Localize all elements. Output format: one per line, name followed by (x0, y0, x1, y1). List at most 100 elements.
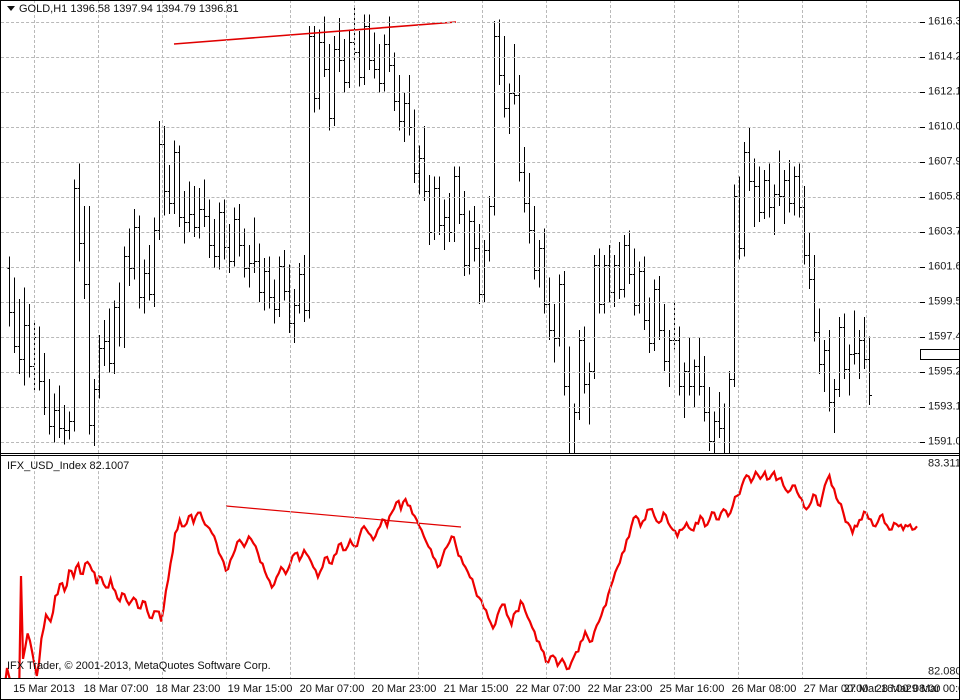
symbol-header-text: GOLD,H1 1396.58 1397.94 1394.79 1396.81 (19, 3, 239, 15)
time-axis-label: 22 Mar 23:00 (587, 683, 653, 695)
grid-line-vertical (610, 0, 611, 453)
symbol-header: GOLD,H1 1396.58 1397.94 1394.79 1396.81 (7, 3, 239, 15)
grid-line-vertical (34, 0, 35, 453)
indicator-panel[interactable]: 83.3114 82.0806 IFX_USD_Index 82.1007 (0, 456, 960, 700)
price-tick-label: 1605.80 (928, 190, 960, 203)
price-tick-mark (920, 267, 925, 268)
time-axis-label: 27 Mar 16:00 (843, 683, 909, 695)
grid-line-vertical (226, 456, 227, 700)
price-tick-mark (920, 92, 925, 93)
time-axis[interactable]: 15 Mar 2013 18 Mar 07:00 18 Mar 23:00 19 Ma… (0, 678, 960, 700)
price-tick-label: 1610.05 (928, 120, 960, 133)
time-axis-label: 18 Mar 07:00 (83, 683, 149, 695)
time-axis-label: 19 Mar 15:00 (227, 683, 293, 695)
grid-line-vertical (482, 0, 483, 453)
price-tick-label: 1612.15 (928, 85, 960, 98)
grid-line-vertical (866, 456, 867, 700)
price-tick-mark (920, 232, 925, 233)
price-tick-mark (920, 57, 925, 58)
price-tick-label: 1599.50 (928, 295, 960, 308)
time-axis-label: 25 Mar 16:00 (659, 683, 725, 695)
panel-divider-bottom (0, 455, 960, 456)
time-axis-label: 29 Mar 00:00 (905, 683, 960, 695)
indicator-plot-area[interactable] (1, 456, 920, 700)
time-axis-label: 28 Mar 08:00 (875, 683, 941, 695)
price-tick-mark (920, 442, 925, 443)
price-tick-label: 1603.70 (928, 225, 960, 238)
price-tick-label: 1593.15 (928, 400, 960, 413)
grid-line-vertical (738, 456, 739, 700)
grid-line-horizontal (1, 197, 920, 198)
grid-line-vertical (354, 456, 355, 700)
price-tick-label: 1595.25 (928, 365, 960, 378)
price-scale[interactable]: 1616.35 1614.25 1612.15 1610.05 1607.90 1605.… (920, 0, 960, 453)
grid-line-vertical (418, 456, 419, 700)
grid-line-vertical (546, 0, 547, 453)
price-tick-mark (920, 127, 925, 128)
grid-line-horizontal (1, 162, 920, 163)
time-axis-label: 15 Mar 2013 (13, 683, 75, 695)
grid-line-vertical (802, 0, 803, 453)
grid-line-horizontal (1, 267, 920, 268)
price-tick-mark (920, 162, 925, 163)
indicator-tick-label: 83.3114 (928, 457, 960, 470)
time-axis-label: 18 Mar 23:00 (155, 683, 221, 695)
price-tick-label: 1597.40 (928, 330, 960, 343)
price-chart-svg (7, 4, 872, 453)
price-tick-label: 1601.60 (928, 260, 960, 273)
grid-line-horizontal (1, 232, 920, 233)
grid-line-horizontal (1, 302, 920, 303)
copyright-text: IFX Trader, © 2001-2013, MetaQuotes Soft… (7, 660, 271, 672)
price-tick-label: 1614.25 (928, 50, 960, 63)
price-tick-label: 1616.35 (928, 15, 960, 28)
current-price-marker (920, 349, 960, 360)
panel-divider-top (0, 453, 960, 454)
grid-line-vertical (162, 456, 163, 700)
grid-line-vertical (226, 0, 227, 453)
price-tick-mark (920, 22, 925, 23)
price-tick-mark (920, 372, 925, 373)
time-axis-label: 20 Mar 07:00 (299, 683, 365, 695)
grid-line-vertical (546, 456, 547, 700)
grid-line-vertical (738, 0, 739, 453)
grid-line-horizontal (1, 372, 920, 373)
grid-line-vertical (290, 0, 291, 453)
price-plot-area[interactable] (1, 0, 920, 453)
price-tick-label: 1591.05 (928, 435, 960, 448)
grid-line-vertical (674, 0, 675, 453)
grid-line-vertical (482, 456, 483, 700)
grid-line-vertical (802, 456, 803, 700)
price-tick-mark (920, 407, 925, 408)
indicator-chart-svg (2, 469, 918, 700)
grid-line-horizontal (1, 442, 920, 443)
time-axis-label: 20 Mar 23:00 (371, 683, 437, 695)
price-tick-label: 1607.90 (928, 155, 960, 168)
chevron-down-icon[interactable] (7, 5, 15, 11)
price-tick-mark (920, 197, 925, 198)
grid-line-vertical (98, 0, 99, 453)
grid-line-vertical (610, 456, 611, 700)
indicator-tick-label: 82.0806 (928, 665, 960, 678)
grid-line-vertical (162, 0, 163, 453)
price-chart-panel[interactable]: 1616.35 1614.25 1612.15 1610.05 1607.90 1605.… (0, 0, 960, 453)
grid-line-horizontal (1, 127, 920, 128)
grid-line-horizontal (1, 57, 920, 58)
grid-line-vertical (290, 456, 291, 700)
time-axis-label: 27 Mar 00:00 (803, 683, 869, 695)
grid-line-vertical (98, 456, 99, 700)
time-axis-label: 21 Mar 15:00 (443, 683, 509, 695)
grid-line-horizontal (1, 92, 920, 93)
grid-line-vertical (866, 0, 867, 453)
grid-line-horizontal (1, 407, 920, 408)
price-tick-mark (920, 337, 925, 338)
grid-line-horizontal (1, 22, 920, 23)
indicator-scale[interactable]: 83.3114 82.0806 (920, 456, 960, 700)
grid-line-vertical (418, 0, 419, 453)
time-axis-label: 22 Mar 07:00 (515, 683, 581, 695)
time-axis-label: 26 Mar 08:00 (731, 683, 797, 695)
indicator-header: IFX_USD_Index 82.1007 (7, 460, 130, 472)
grid-line-horizontal (1, 337, 920, 338)
grid-line-vertical (674, 456, 675, 700)
grid-line-vertical (354, 0, 355, 453)
